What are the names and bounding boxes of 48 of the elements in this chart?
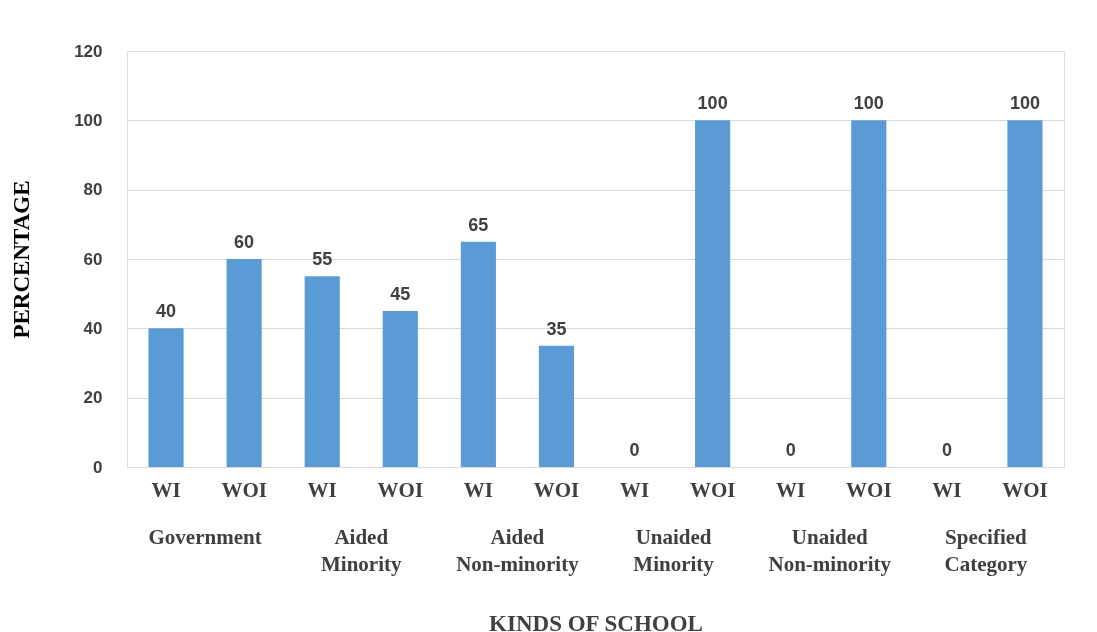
text: Unaided Minority: [633, 525, 715, 576]
bar: [226, 259, 262, 467]
bar: [695, 120, 731, 467]
data-label: 100: [697, 93, 728, 114]
data-label: 65: [468, 214, 489, 235]
data-label: 60: [234, 232, 255, 252]
data-label: 40: [156, 301, 177, 322]
text: Aided Minority: [321, 525, 402, 576]
data-label: 0: [785, 440, 796, 460]
data-label: 55: [312, 249, 333, 270]
x-tick-label: WI: [463, 477, 493, 502]
bar: [851, 120, 887, 467]
text: Aided Non-minority: [456, 525, 580, 576]
bar: [538, 345, 575, 467]
text: Government: [148, 525, 262, 549]
data-label: 45: [390, 284, 411, 304]
x-tick-label: WOI: [846, 477, 892, 502]
bar: [460, 241, 496, 467]
bar: [304, 276, 340, 467]
data-label: 0: [629, 440, 640, 460]
text: Unaided Non-minority: [768, 525, 892, 576]
x-tick-label: WOI: [689, 477, 736, 502]
x-tick-label: WOI: [533, 477, 580, 502]
data-label: 0: [941, 440, 952, 460]
bar: [382, 311, 418, 467]
x-tick-label: WOI: [221, 477, 267, 502]
x-tick-label: WI: [932, 477, 962, 502]
data-label: 100: [853, 93, 884, 114]
y-tick-label: 0: [93, 457, 103, 477]
y-axis-title: PERCENTAGE: [9, 180, 35, 339]
bar: [1007, 120, 1043, 467]
text: Specified Category: [944, 525, 1028, 576]
x-axis-title: KINDS OF SCHOOL: [489, 610, 703, 632]
x-tick-label: WOI: [1002, 477, 1048, 502]
data-label: 100: [1009, 93, 1040, 114]
y-tick-label: 20: [83, 388, 103, 408]
y-tick-label: 100: [74, 110, 103, 130]
data-label: 35: [546, 318, 567, 339]
y-tick-label: 60: [83, 249, 103, 269]
x-tick-label: WOI: [377, 477, 424, 502]
x-tick-label: WI: [776, 477, 806, 502]
y-tick-label: 80: [83, 180, 103, 200]
x-tick-label: WI: [151, 477, 181, 502]
bar: [148, 328, 184, 467]
x-tick-label: WI: [307, 477, 337, 502]
x-tick-label: WI: [619, 477, 650, 502]
y-tick-label: 40: [83, 318, 103, 338]
y-tick-label: 120: [74, 41, 103, 61]
